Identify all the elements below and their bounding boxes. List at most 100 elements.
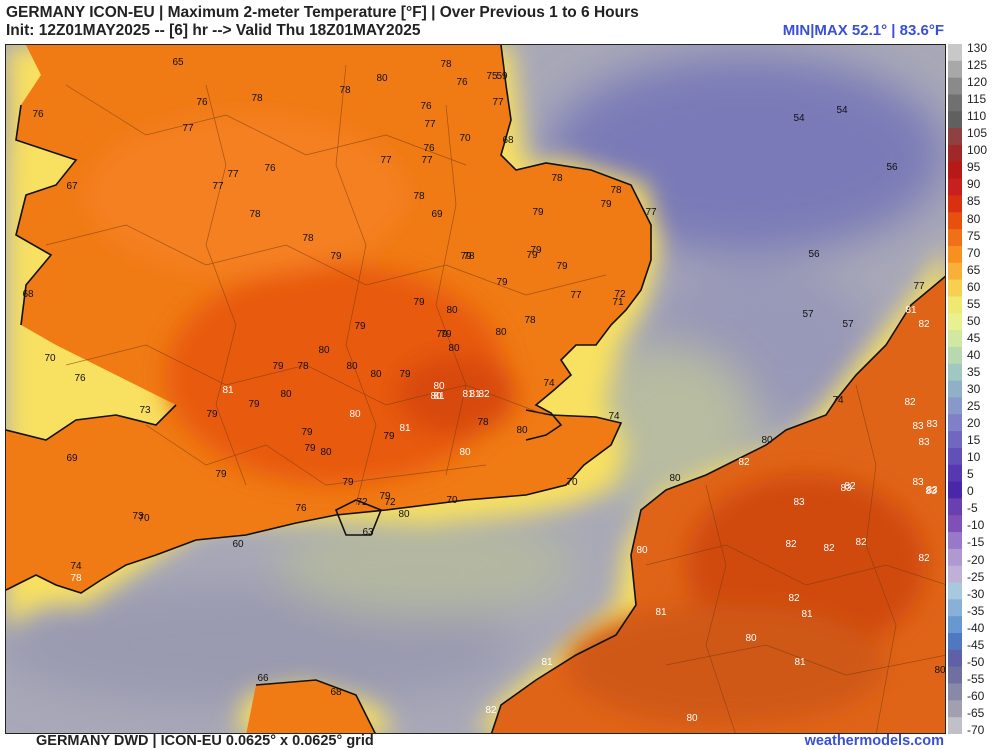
colorbar-tick: -15: [967, 535, 985, 550]
temperature-value-label: 83: [925, 486, 937, 497]
colorbar-swatch: [948, 161, 962, 180]
colorbar-swatch: [948, 313, 962, 331]
temperature-value-label: 79: [460, 251, 472, 262]
temperature-value-label: 79: [379, 491, 391, 502]
temperature-value-label: 80: [433, 381, 445, 392]
temperature-value-label: 76: [196, 97, 208, 108]
temperature-value-label: 80: [934, 665, 946, 676]
temperature-value-label: 77: [380, 155, 392, 166]
colorbar-swatch: [948, 111, 962, 129]
temperature-value-label: 79: [496, 277, 508, 288]
temperature-value-label: 77: [570, 290, 582, 301]
temperature-value-label: 79: [248, 399, 260, 410]
temperature-value-label: 78: [302, 233, 314, 244]
colorbar-swatch: [948, 498, 962, 516]
temperature-value-label: 57: [842, 319, 854, 330]
temperature-value-label: 74: [70, 561, 82, 572]
temperature-value-label: 59: [496, 71, 508, 82]
model-source: GERMANY DWD | ICON-EU 0.0625° x 0.0625° …: [36, 733, 374, 749]
init-valid-line: Init: 12Z01MAY2025 -- [6] hr --> Valid T…: [6, 22, 421, 39]
temperature-value-label: 78: [440, 59, 452, 70]
temperature-value-label: 63: [362, 527, 374, 538]
colorbar-tick: 35: [967, 364, 981, 379]
temperature-value-label: 80: [398, 509, 410, 520]
temperature-value-label: 54: [836, 105, 848, 116]
temperature-value-label: 79: [330, 251, 342, 262]
temperature-value-label: 68: [502, 135, 514, 146]
colorbar-tick: 0: [967, 484, 974, 499]
temperature-value-label: 77: [913, 281, 925, 292]
temperature-value-label: 77: [212, 181, 224, 192]
temperature-value-label: 79: [272, 361, 284, 372]
colorbar-swatch: [948, 279, 962, 297]
temperature-value-label: 76: [32, 109, 44, 120]
colorbar-tick: -55: [967, 671, 985, 686]
temperature-value-label: 78: [477, 417, 489, 428]
temperature-value-label: 83: [926, 419, 938, 430]
temperature-value-label: 70: [44, 353, 56, 364]
temperature-value-label: 71: [612, 297, 624, 308]
temperature-value-label: 81: [433, 391, 445, 402]
temperature-value-label: 78: [610, 185, 622, 196]
temperature-value-label: 83: [918, 437, 930, 448]
colorbar-swatch: [948, 144, 962, 163]
colorbar-tick: -65: [967, 705, 985, 720]
temperature-map[interactable]: 65 80 78 75 59 76 76 78 78 76 77 77 77 70 68 77 77 77 76 76…: [5, 44, 946, 734]
temperature-value-label: 78: [413, 191, 425, 202]
temperature-value-label: 69: [66, 453, 78, 464]
colorbar-swatch: [948, 380, 962, 398]
colorbar-tick: 30: [967, 382, 981, 396]
temperature-value-label: 83: [926, 485, 938, 496]
colorbar-swatch: [948, 633, 962, 651]
temperature-value-label: 73: [139, 405, 151, 416]
temperature-value-label: 78: [551, 173, 563, 184]
colorbar-tick: 60: [967, 279, 981, 294]
temperature-value-label: 76: [423, 143, 435, 154]
site-credit[interactable]: weathermodels.com: [804, 733, 944, 749]
temperature-value-label: 79: [399, 369, 411, 380]
temperature-value-label: 82: [738, 457, 750, 468]
colorbar-swatch: [948, 44, 962, 62]
temperature-value-label: 72: [356, 497, 368, 508]
temperature-value-label: 68: [6, 45, 12, 48]
temperature-value-label: 79: [440, 329, 452, 340]
colorbar-tick: 110: [967, 109, 987, 124]
colorbar-tick: -70: [967, 723, 985, 737]
temperature-value-label: 77: [227, 169, 239, 180]
temperature-value-label: 68: [330, 687, 342, 698]
temperature-value-label: 77: [182, 123, 194, 134]
colorbar-tick: 90: [967, 177, 981, 192]
temperature-value-label: 56: [886, 162, 898, 173]
temperature-value-label: 78: [524, 315, 536, 326]
temperature-value-label: 80: [459, 447, 471, 458]
colorbar-tick: 5: [967, 467, 974, 482]
temperature-value-label: 76: [456, 77, 468, 88]
temperature-value-label: 80: [318, 345, 330, 356]
temperature-value-label: 80: [376, 73, 388, 84]
temperature-value-label: 83: [840, 483, 852, 494]
colorbar-swatch: [948, 447, 962, 466]
colorbar-tick: -45: [967, 637, 985, 652]
temperature-value-label: 54: [793, 113, 805, 124]
temperature-value-label: 77: [492, 97, 504, 108]
temperature-value-label: 76: [420, 101, 432, 112]
temperature-value-label: 80: [370, 369, 382, 380]
temperature-value-label: 70: [138, 513, 150, 524]
temperature-value-label: 81: [905, 305, 917, 316]
colorbar-tick: 45: [967, 330, 981, 345]
colorbar-swatch: [948, 195, 962, 213]
temperature-value-label: 81: [222, 385, 234, 396]
temperature-value-label: 70: [459, 133, 471, 144]
colorbar-swatch: [948, 565, 962, 584]
temperature-value-label: 79: [383, 431, 395, 442]
colorbar-tick: -5: [967, 501, 978, 516]
temperature-value-label: 83: [912, 421, 924, 432]
temperature-value-label: 81: [399, 423, 411, 434]
colorbar-tick: -35: [967, 603, 985, 618]
temperature-value-label: 79: [413, 297, 425, 308]
temperature-value-label: 78: [339, 85, 351, 96]
temperature-value-label: 82: [785, 539, 797, 550]
colorbar-tick: -20: [967, 552, 985, 567]
colorbar-gradient: [948, 44, 962, 735]
temperature-value-label: 79: [206, 409, 218, 420]
